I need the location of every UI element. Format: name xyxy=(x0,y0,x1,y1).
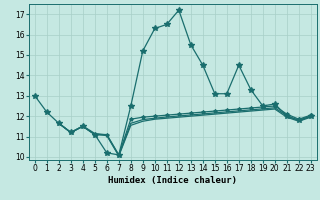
X-axis label: Humidex (Indice chaleur): Humidex (Indice chaleur) xyxy=(108,176,237,185)
